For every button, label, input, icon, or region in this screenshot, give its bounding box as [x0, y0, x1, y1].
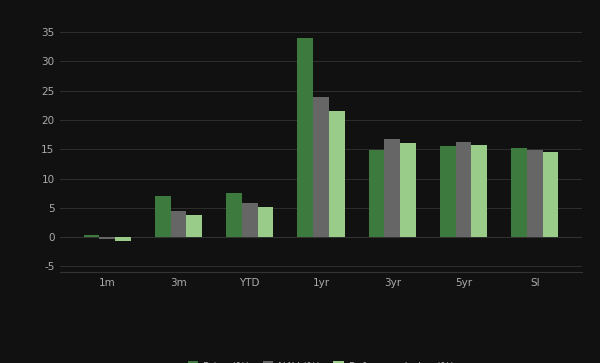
Bar	[511, 148, 527, 237]
Legend: Price (%), NAV (%), Reference Index (%): Price (%), NAV (%), Reference Index (%)	[184, 357, 458, 363]
Bar	[242, 203, 257, 237]
Bar	[385, 139, 400, 237]
Bar	[440, 146, 455, 237]
Bar	[170, 211, 187, 237]
Bar	[542, 152, 558, 237]
Bar	[329, 111, 344, 237]
Bar	[115, 237, 131, 241]
Bar	[100, 237, 115, 239]
Bar	[155, 196, 170, 237]
Bar	[84, 235, 100, 237]
Bar	[369, 150, 385, 237]
Bar	[226, 193, 242, 237]
Bar	[187, 215, 202, 237]
Bar	[472, 144, 487, 237]
Bar	[298, 38, 313, 237]
Bar	[400, 143, 416, 237]
Bar	[455, 142, 472, 237]
Bar	[257, 207, 273, 237]
Bar	[527, 150, 542, 237]
Bar	[313, 97, 329, 237]
